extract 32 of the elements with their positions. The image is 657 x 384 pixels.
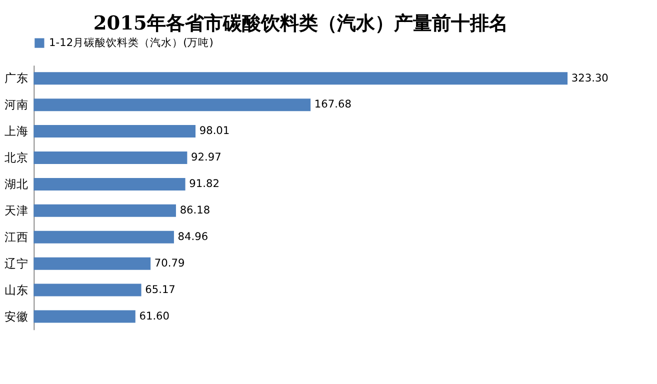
bar [34,152,188,164]
bar [34,98,311,112]
data-label: 65.17 [145,284,176,296]
y-tick-label: 上海 [4,124,28,138]
bar [34,284,142,296]
data-label: 86.18 [180,204,210,217]
y-tick-label: 辽宁 [4,256,28,270]
data-label: 323.30 [571,72,609,84]
chart-title: 2015年各省市碳酸饮料类（汽水）产量前十排名 [93,12,508,35]
data-label: 167.68 [314,98,352,111]
data-label: 70.79 [154,257,185,270]
bar [34,204,176,217]
y-tick-label: 天津 [4,204,28,218]
data-label: 91.82 [189,178,220,190]
y-tick-label: 安徽 [4,309,28,324]
data-label: 92.97 [191,152,222,164]
y-tick-label: 湖北 [4,177,28,192]
bar [34,257,151,270]
data-label: 98.01 [199,125,230,138]
data-label: 84.96 [178,231,208,243]
y-tick-label: 北京 [4,150,28,165]
bar [34,178,186,190]
y-tick-label: 广东 [4,71,28,86]
bar [34,230,174,244]
bar [34,125,196,138]
data-label: 61.60 [139,310,170,322]
y-tick-label: 河南 [4,98,28,112]
bar [34,72,568,85]
y-tick-label: 江西 [4,230,28,244]
legend-label: 1-12月碳酸饮料类（汽水）(万吨) [49,36,214,49]
bar [34,310,136,323]
y-tick-label: 山东 [4,282,28,297]
